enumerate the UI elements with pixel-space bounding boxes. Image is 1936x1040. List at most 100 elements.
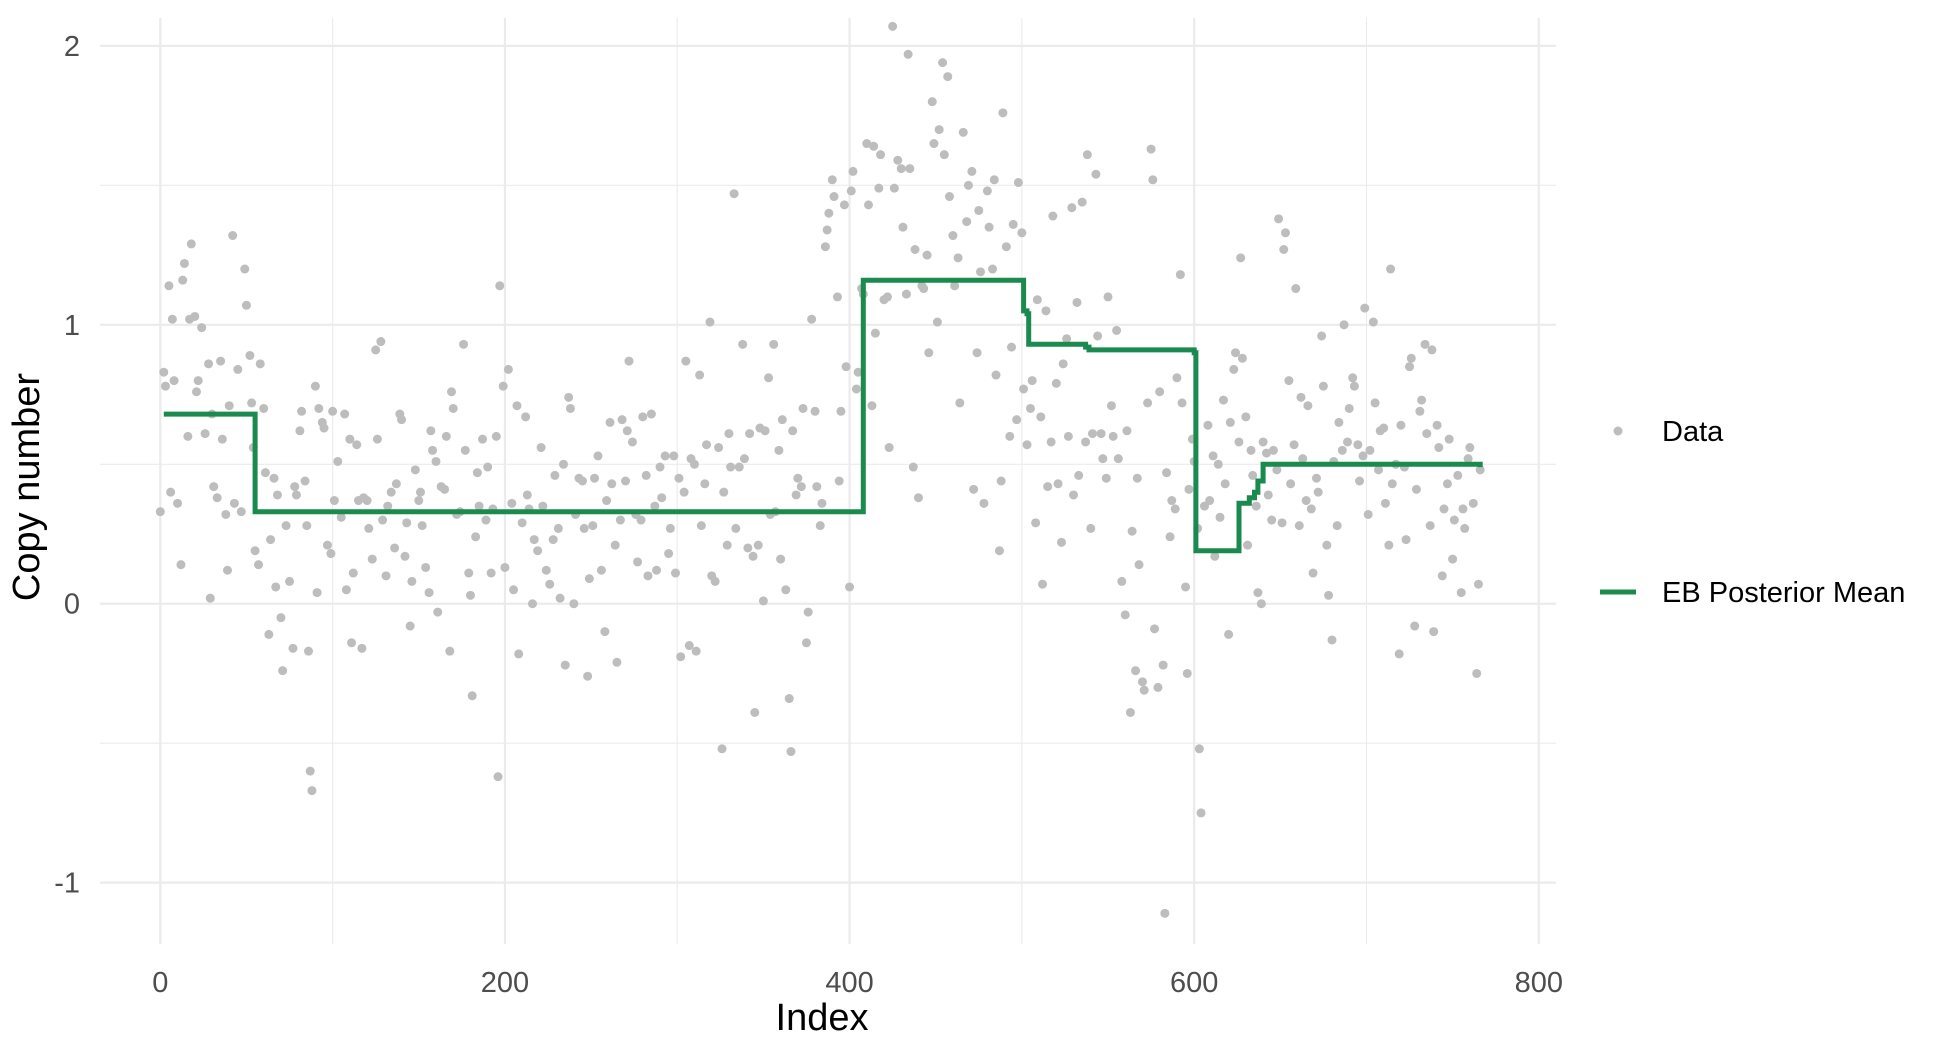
y-tick-label: -1	[54, 868, 80, 900]
data-point	[1131, 666, 1141, 676]
data-point	[1401, 535, 1411, 545]
data-point	[1177, 398, 1187, 408]
data-point	[1218, 395, 1228, 405]
y-tick-label: 2	[64, 31, 80, 63]
data-point	[1101, 473, 1111, 483]
data-point	[483, 462, 493, 472]
data-point	[336, 512, 346, 522]
data-point	[1294, 521, 1304, 531]
data-point	[893, 155, 903, 165]
data-point	[1460, 523, 1470, 533]
data-point	[527, 599, 537, 609]
data-point	[624, 356, 634, 366]
data-point	[347, 638, 357, 648]
data-point	[1184, 484, 1194, 494]
data-point	[533, 546, 543, 556]
data-point	[691, 646, 701, 656]
data-point	[1225, 417, 1235, 427]
data-point	[405, 621, 415, 631]
data-point	[610, 540, 620, 550]
data-point	[493, 772, 503, 782]
data-point	[545, 579, 555, 589]
data-point	[326, 549, 336, 559]
data-point	[500, 562, 510, 572]
data-point	[209, 482, 219, 492]
data-point	[1444, 434, 1454, 444]
data-point	[362, 496, 372, 506]
data-point	[1007, 342, 1017, 352]
data-point	[1387, 479, 1397, 489]
data-point	[846, 186, 856, 196]
data-point	[743, 543, 753, 553]
data-point	[979, 498, 989, 508]
data-point	[465, 590, 475, 600]
data-point	[593, 451, 603, 461]
data-point	[167, 314, 177, 324]
data-point	[391, 479, 401, 489]
data-point	[862, 139, 872, 149]
data-point	[975, 267, 985, 277]
data-point	[724, 429, 734, 439]
data-point	[695, 370, 705, 380]
data-point	[159, 367, 169, 377]
data-point	[1148, 175, 1158, 185]
data-point	[459, 339, 469, 349]
data-point	[345, 434, 355, 444]
data-point	[314, 403, 324, 413]
data-point	[1181, 582, 1191, 592]
data-point	[714, 443, 724, 453]
data-point	[1093, 331, 1103, 341]
data-point	[178, 275, 188, 285]
data-point	[1125, 708, 1135, 717]
data-point	[994, 546, 1004, 556]
data-point	[1394, 649, 1404, 659]
data-point	[191, 387, 201, 397]
data-point	[1256, 599, 1266, 609]
data-point	[1324, 590, 1334, 600]
data-point	[769, 339, 779, 349]
data-point	[367, 554, 377, 564]
data-point	[607, 479, 617, 489]
data-point	[1458, 504, 1468, 514]
data-point	[322, 540, 332, 550]
data-point	[812, 482, 822, 492]
data-point	[1280, 228, 1290, 238]
data-point	[652, 565, 662, 575]
data-point	[559, 459, 569, 469]
data-point	[1370, 398, 1380, 408]
data-point	[183, 431, 193, 441]
data-point	[1279, 245, 1289, 254]
data-point	[1296, 392, 1306, 402]
data-point	[266, 535, 276, 545]
data-point	[1358, 451, 1368, 461]
data-point	[896, 164, 906, 174]
data-point	[684, 641, 694, 651]
data-point	[464, 568, 474, 578]
data-point	[221, 509, 231, 519]
data-point	[1019, 384, 1029, 394]
data-point	[307, 786, 317, 796]
data-point	[285, 576, 295, 586]
data-point	[989, 175, 999, 185]
data-point	[1056, 537, 1066, 547]
data-point	[600, 627, 610, 637]
data-point	[717, 744, 727, 754]
data-point	[1234, 437, 1244, 447]
data-point	[1262, 448, 1272, 458]
data-point	[204, 359, 214, 369]
data-point	[882, 292, 892, 302]
data-point	[753, 540, 763, 550]
data-point	[910, 245, 920, 254]
data-point	[216, 356, 226, 366]
data-point	[255, 359, 265, 369]
data-point	[834, 476, 844, 486]
data-point	[884, 443, 894, 453]
legend-posterior-mean-label: EB Posterior Mean	[1662, 577, 1905, 609]
data-point	[1196, 808, 1206, 818]
data-point	[853, 367, 863, 377]
data-point	[1210, 551, 1220, 561]
data-point	[297, 406, 307, 416]
data-point	[481, 515, 491, 525]
data-point	[633, 557, 643, 567]
